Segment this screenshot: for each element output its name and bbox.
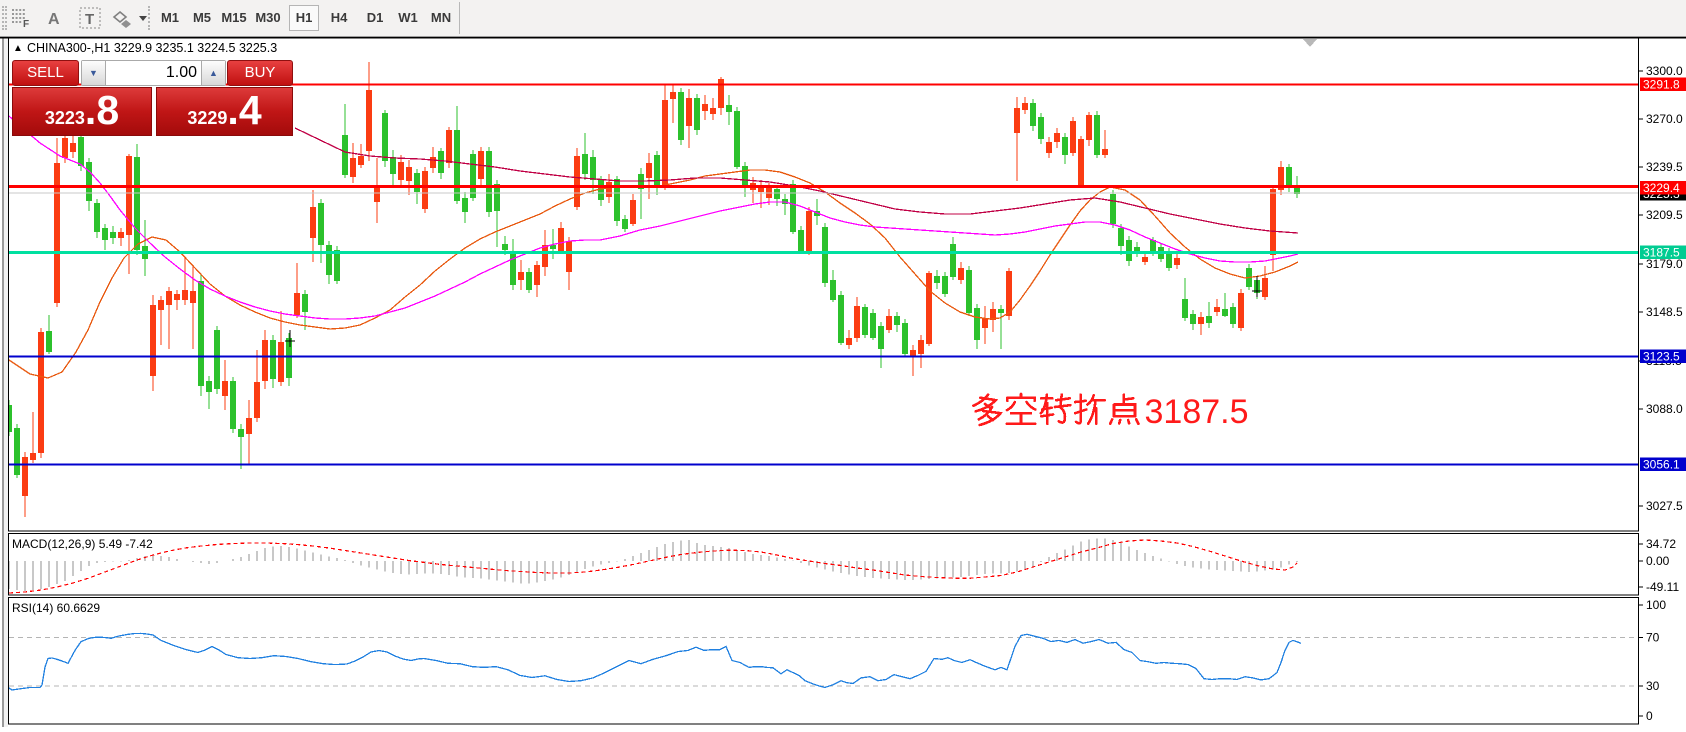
svg-text:3229.4: 3229.4 — [1643, 181, 1680, 195]
svg-text:CHINA300-,H1 3229.9 3235.1 32: CHINA300-,H1 3229.9 3235.1 3224.5 3225.3 — [27, 41, 277, 55]
svg-text:3056.1: 3056.1 — [1643, 458, 1680, 472]
svg-text:30: 30 — [1646, 679, 1660, 693]
svg-text:3179.0: 3179.0 — [1646, 257, 1683, 271]
svg-text:T: T — [85, 11, 94, 28]
svg-text:0: 0 — [1646, 709, 1653, 723]
svg-text:3300.0: 3300.0 — [1646, 64, 1683, 78]
svg-text:▲: ▲ — [13, 43, 23, 54]
svg-text:3088.0: 3088.0 — [1646, 402, 1683, 416]
svg-text:3123.5: 3123.5 — [1643, 350, 1680, 364]
svg-text:34.72: 34.72 — [1646, 537, 1676, 551]
svg-text:3187.5: 3187.5 — [1145, 393, 1249, 431]
svg-text:100: 100 — [1646, 598, 1666, 612]
svg-text:A: A — [48, 11, 60, 28]
svg-text:3239.5: 3239.5 — [1646, 160, 1683, 174]
svg-text:3209.5: 3209.5 — [1646, 208, 1683, 222]
svg-text:MACD(12,26,9) 5.49 -7.42: MACD(12,26,9) 5.49 -7.42 — [12, 537, 153, 551]
svg-text:RSI(14) 60.6629: RSI(14) 60.6629 — [12, 601, 100, 615]
svg-text:-49.11: -49.11 — [1646, 580, 1679, 594]
svg-text:0.00: 0.00 — [1646, 554, 1670, 568]
svg-text:3291.8: 3291.8 — [1643, 78, 1680, 92]
svg-text:3148.5: 3148.5 — [1646, 305, 1683, 319]
svg-text:3027.5: 3027.5 — [1646, 499, 1683, 513]
svg-text:3187.5: 3187.5 — [1643, 246, 1680, 260]
svg-text:3270.0: 3270.0 — [1646, 112, 1683, 126]
svg-text:F: F — [23, 19, 29, 30]
svg-text:70: 70 — [1646, 631, 1660, 645]
